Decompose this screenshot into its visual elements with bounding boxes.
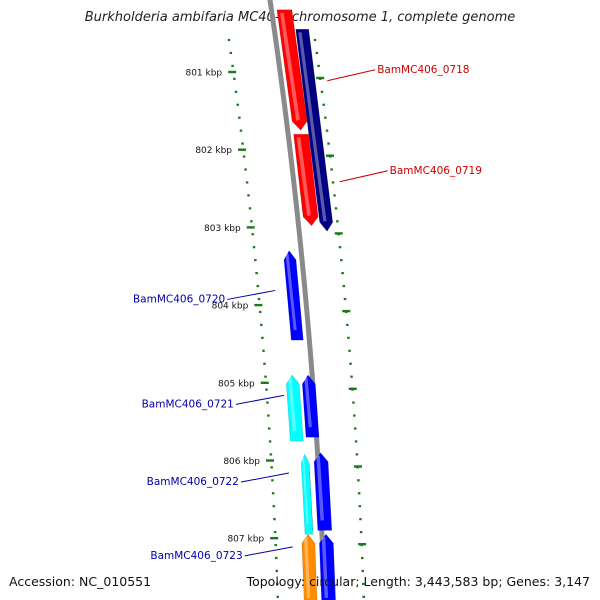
gene-label-BamMC406_0721: BamMC406_0721 — [142, 394, 284, 410]
gene-label-text: BamMC406_0719 — [390, 165, 482, 177]
label-leader-line — [327, 69, 376, 82]
gene-label-text: BamMC406_0718 — [377, 64, 469, 76]
orange-gene-arrow — [301, 533, 318, 600]
gene-label-text: BamMC406_0722 — [147, 476, 239, 488]
gene-label-text: BamMC406_0723 — [150, 550, 242, 562]
cyan-gene-lower-highlight — [302, 457, 309, 525]
orange-gene-highlight — [304, 537, 311, 599]
tick-label: 804 kbp — [212, 302, 249, 312]
accession-label: Accession: — [9, 574, 76, 589]
blue-gene-bottom-arrow — [319, 533, 336, 600]
blue-gene-lower — [313, 452, 333, 531]
label-leader-line — [244, 546, 293, 557]
blue-gene-bottom-highlight — [321, 537, 329, 599]
tick-label: 801 kbp — [185, 69, 222, 79]
gene-label-text: BamMC406_0721 — [142, 398, 234, 410]
label-leader-line — [339, 170, 388, 183]
navy-gene-highlight — [298, 32, 327, 222]
accession-info: Accession: NC_010551 — [9, 574, 151, 589]
cyan-gene-lower-arrow — [300, 453, 314, 535]
blue-gene-lower-highlight — [316, 455, 325, 521]
gene-labels: BamMC406_0718 BamMC406_0719 BamMC406_0720 B… — [133, 64, 482, 562]
cyan-gene-lower — [300, 453, 314, 535]
genome-stats: Topology: circular; Length: 3,443,583 bp… — [246, 574, 590, 589]
tick-label: 802 kbp — [195, 146, 232, 156]
genes-value: 3,147 — [554, 574, 590, 589]
gene-label-BamMC406_0720: BamMC406_0720 — [133, 289, 276, 305]
blue-gene-bottom — [319, 533, 336, 600]
blue-gene-lower-arrow — [313, 452, 333, 531]
cyan-gene-upper-arrow — [285, 374, 304, 442]
length-label: Length: — [363, 574, 411, 589]
red-gene-upper-highlight — [279, 12, 300, 121]
length-value: 3,443,583 bp — [414, 574, 499, 589]
navy-gene-arrow — [295, 28, 334, 232]
tick-label: 805 kbp — [218, 379, 255, 389]
scale-ticks: 801 kbp 802 kbp 803 kbp 804 kbp 805 kbp 806 k… — [185, 38, 367, 598]
blue-gene-upper-highlight — [285, 253, 297, 331]
label-leader-line — [227, 289, 276, 300]
red-gene-upper-arrow — [276, 9, 308, 131]
red-gene-upper — [276, 9, 308, 131]
label-leader-line — [240, 472, 290, 483]
blue-gene-upper-arrow — [283, 250, 304, 341]
topology-value: circular — [309, 574, 356, 589]
red-gene-lower-arrow — [293, 133, 319, 227]
blue-gene-middle-arrow — [301, 374, 320, 438]
tick-label: 807 kbp — [227, 535, 264, 545]
label-leader-line — [235, 394, 284, 405]
accession-value: NC_010551 — [79, 574, 152, 589]
cyan-gene-upper — [285, 374, 304, 442]
blue-gene-middle — [301, 374, 320, 438]
red-gene-lower-highlight — [296, 136, 311, 217]
gene-label-BamMC406_0722: BamMC406_0722 — [147, 472, 290, 488]
gene-label-BamMC406_0719: BamMC406_0719 — [339, 165, 482, 183]
gene-label-BamMC406_0718: BamMC406_0718 — [327, 64, 469, 82]
tick-label: 806 kbp — [223, 457, 260, 467]
tick-label: 803 kbp — [204, 224, 241, 234]
navy-gene — [295, 28, 334, 232]
topology-label: Topology: — [246, 574, 306, 589]
gene-features — [276, 9, 336, 600]
blue-gene-upper — [283, 250, 304, 341]
gene-label-text: BamMC406_0720 — [133, 293, 225, 305]
genes-label: Genes: — [506, 574, 551, 589]
cyan-gene-upper-highlight — [288, 377, 297, 432]
genome-title: Burkholderia ambifaria MC40-6 chromosome… — [84, 10, 516, 25]
blue-gene-middle-highlight — [304, 377, 312, 428]
gene-label-BamMC406_0723: BamMC406_0723 — [150, 546, 293, 562]
red-gene-lower — [293, 133, 319, 227]
orange-gene — [301, 533, 318, 600]
